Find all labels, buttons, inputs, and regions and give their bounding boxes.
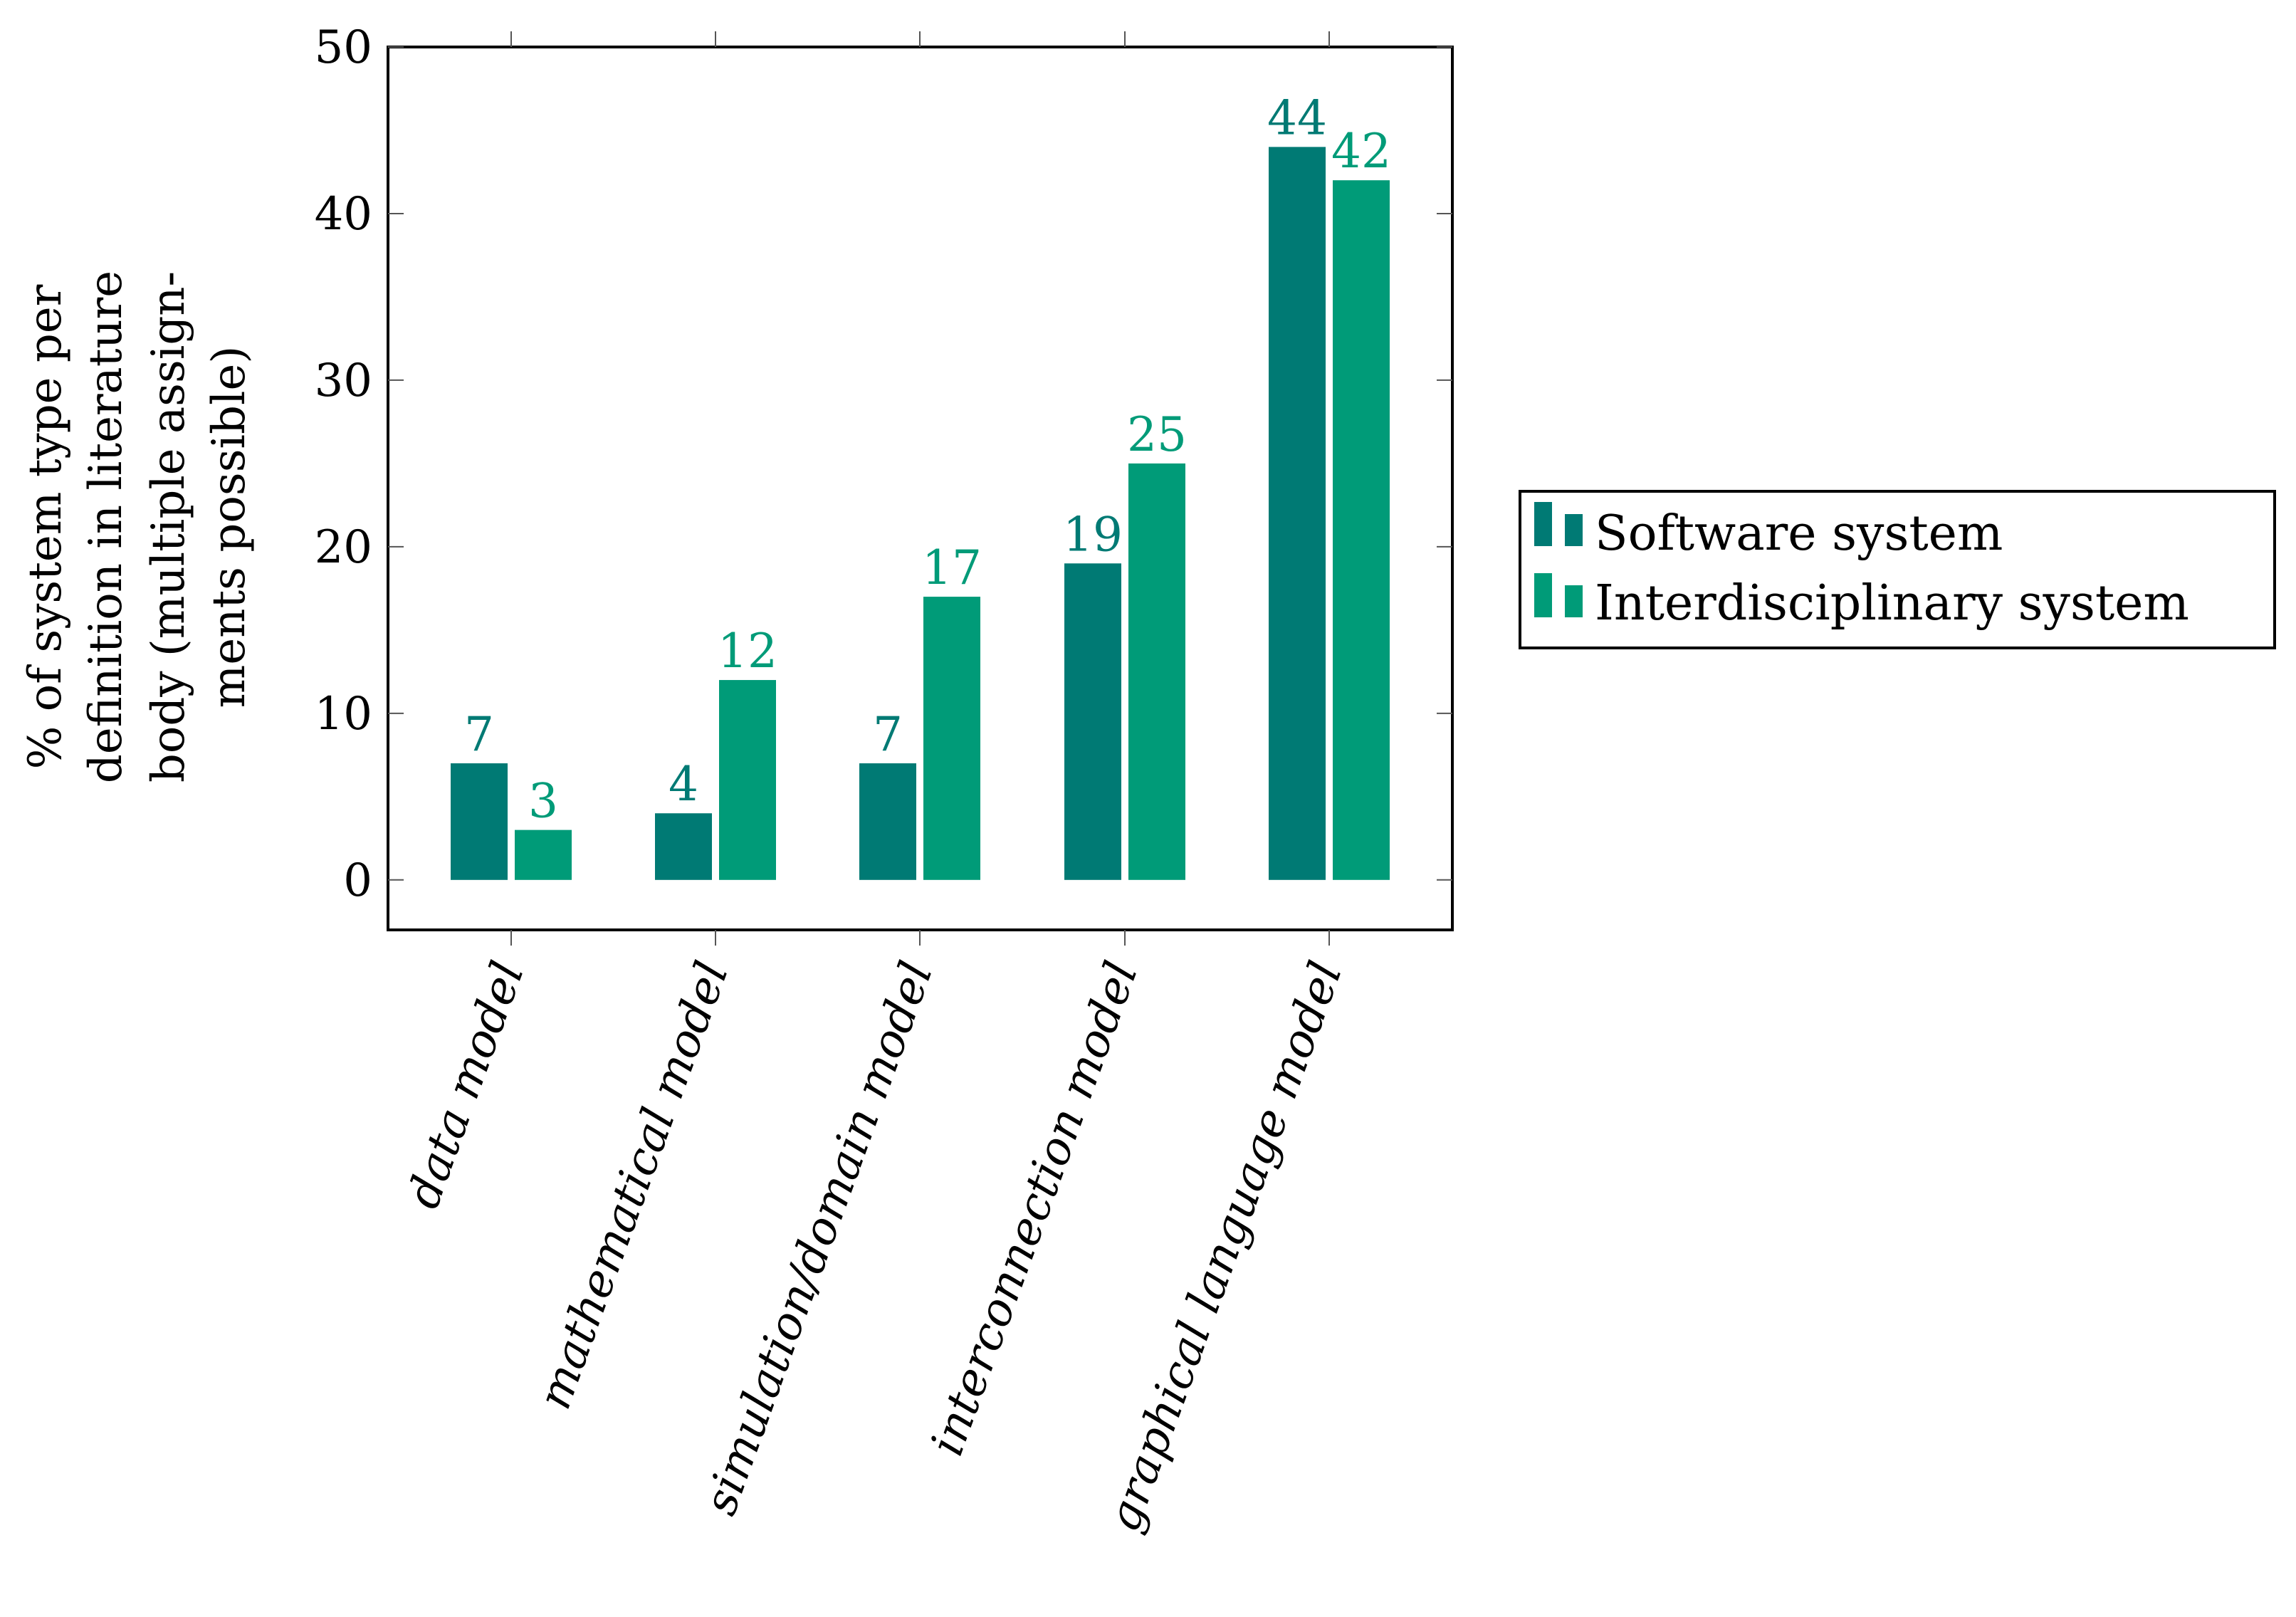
x-category-label-mathematical-model: mathematical model <box>528 955 739 1415</box>
x-category-label-data-model: data model <box>397 955 535 1215</box>
y-tick-label-40: 40 <box>315 188 372 241</box>
y-axis-title-line-1: % of system type per <box>19 284 72 769</box>
bar-software-system-data-model <box>451 763 508 880</box>
legend-swatch-interdisciplinary-a <box>1534 573 1552 617</box>
value-label-interdisciplinary-system-simulation-domain-model: 17 <box>922 540 982 595</box>
value-label-interdisciplinary-system-graphical-language-model: 42 <box>1331 124 1391 179</box>
value-label-software-system-graphical-language-model: 44 <box>1267 90 1327 145</box>
y-axis-title-line-2: definition in literature <box>80 271 132 783</box>
bar-interdisciplinary-system-graphical-language-model <box>1333 180 1390 880</box>
y-tick-label-20: 20 <box>315 521 372 574</box>
bar-interdisciplinary-system-mathematical-model <box>719 680 776 880</box>
value-label-interdisciplinary-system-data-model: 3 <box>528 774 558 829</box>
bar-software-system-simulation-domain-model <box>859 763 916 880</box>
y-tick-label-0: 0 <box>343 854 372 907</box>
bar-software-system-mathematical-model <box>655 813 712 880</box>
legend-swatch-software-a <box>1534 502 1552 546</box>
y-tick-label-30: 30 <box>315 355 372 407</box>
y-axis-title-line-4: ments possible) <box>203 346 256 708</box>
legend-box <box>1519 490 2276 649</box>
value-label-software-system-mathematical-model: 4 <box>669 757 698 812</box>
bar-software-system-interconnection-model <box>1064 563 1121 880</box>
value-label-interdisciplinary-system-mathematical-model: 12 <box>718 624 777 679</box>
legend-swatch-interdisciplinary-b <box>1565 585 1583 617</box>
y-axis-title-line-3: body (multiple assign- <box>142 271 195 783</box>
x-category-label-simulation-domain-model: simulation/domain model <box>694 955 943 1522</box>
value-label-software-system-interconnection-model: 19 <box>1063 507 1123 562</box>
x-category-label-interconnection-model: interconnection model <box>921 955 1148 1462</box>
legend: Software system Interdisciplinary system <box>1519 490 2276 649</box>
value-label-interdisciplinary-system-interconnection-model: 25 <box>1127 407 1187 462</box>
bar-interdisciplinary-system-data-model <box>515 830 572 880</box>
value-label-software-system-data-model: 7 <box>464 707 494 762</box>
bar-software-system-graphical-language-model <box>1269 147 1326 880</box>
y-tick-label-10: 10 <box>315 688 372 741</box>
x-category-label-graphical-language-model: graphical language model <box>1097 955 1353 1538</box>
value-label-software-system-simulation-domain-model: 7 <box>873 707 903 762</box>
legend-label-software: Software system <box>1595 506 2003 562</box>
bar-interdisciplinary-system-simulation-domain-model <box>923 597 980 880</box>
bar-interdisciplinary-system-interconnection-model <box>1128 463 1185 880</box>
y-axis-title: % of system type per definition in liter… <box>19 271 256 783</box>
legend-label-interdisciplinary: Interdisciplinary system <box>1595 575 2189 632</box>
y-tick-label-50: 50 <box>315 21 372 74</box>
legend-swatch-software-b <box>1565 514 1583 546</box>
